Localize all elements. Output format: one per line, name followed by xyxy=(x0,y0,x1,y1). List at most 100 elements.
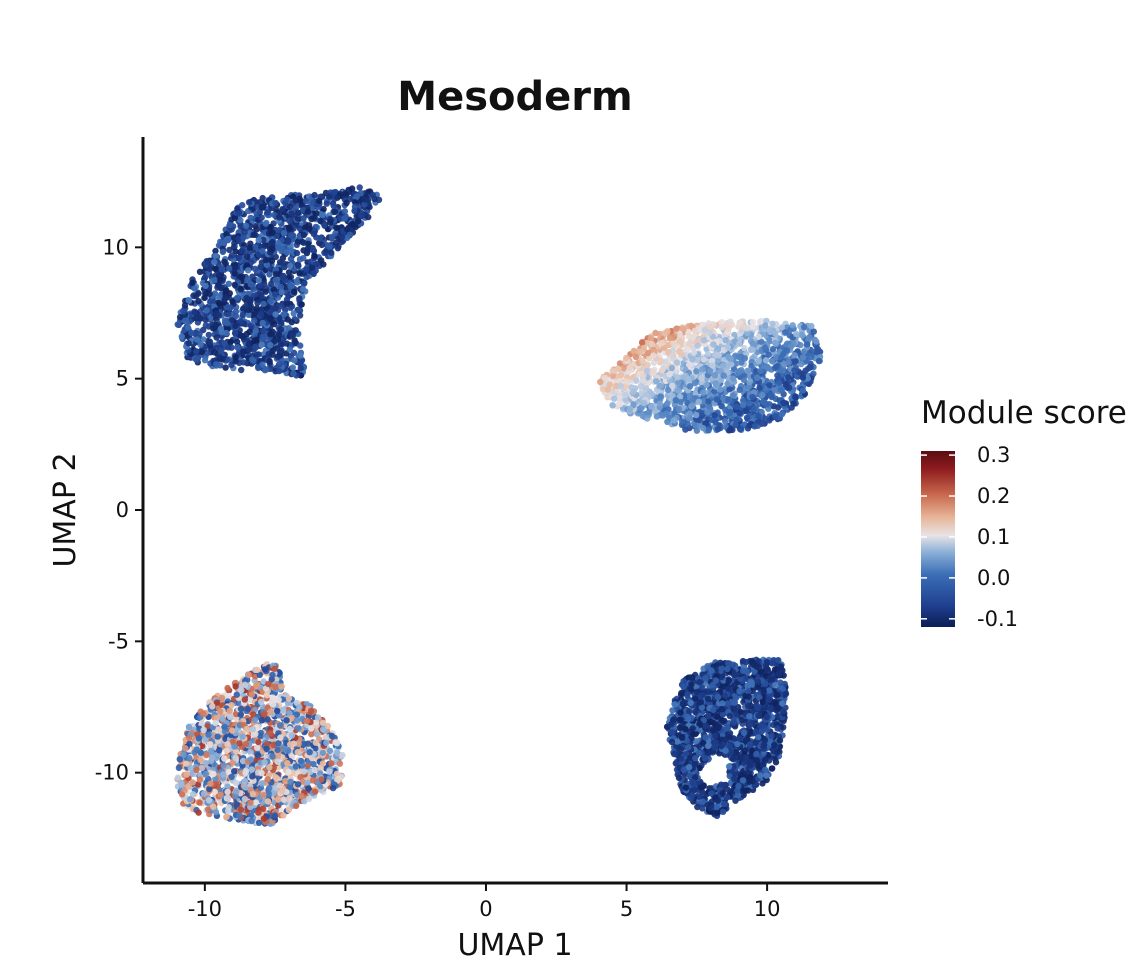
data-point xyxy=(210,803,217,810)
data-point xyxy=(251,317,258,324)
data-point xyxy=(330,189,337,197)
data-point xyxy=(232,265,239,272)
data-point xyxy=(300,231,308,239)
data-point xyxy=(202,316,209,323)
data-point xyxy=(285,768,292,776)
data-point xyxy=(278,683,285,690)
data-point xyxy=(262,256,269,264)
data-point xyxy=(693,411,700,419)
data-point xyxy=(255,738,262,746)
data-point xyxy=(735,353,743,361)
data-point xyxy=(297,197,305,204)
data-point xyxy=(259,248,266,255)
data-point xyxy=(657,393,664,400)
data-point xyxy=(224,741,231,748)
data-point xyxy=(318,776,325,783)
data-point xyxy=(704,350,712,358)
data-point xyxy=(329,784,337,792)
data-point xyxy=(772,412,779,420)
data-point xyxy=(285,238,292,246)
data-point xyxy=(691,380,699,387)
data-point xyxy=(174,774,182,781)
data-point xyxy=(234,294,241,301)
data-point xyxy=(237,705,245,713)
data-point xyxy=(341,215,348,222)
data-point xyxy=(235,235,242,242)
data-point xyxy=(295,262,302,270)
data-point xyxy=(782,329,789,336)
data-point xyxy=(645,409,652,416)
data-point xyxy=(249,273,256,280)
data-point xyxy=(207,298,214,305)
data-point xyxy=(271,338,278,345)
data-point xyxy=(244,253,251,260)
data-point xyxy=(259,780,266,787)
data-point xyxy=(768,358,776,365)
data-point xyxy=(791,352,798,359)
data-point xyxy=(251,265,259,272)
data-point xyxy=(720,372,727,379)
data-point xyxy=(300,239,307,246)
data-point xyxy=(617,400,624,408)
data-point xyxy=(276,214,283,221)
data-point xyxy=(258,717,266,724)
data-point xyxy=(648,403,655,410)
data-point xyxy=(180,308,187,315)
data-point xyxy=(626,364,633,371)
data-point xyxy=(296,225,304,232)
data-point xyxy=(196,330,203,338)
data-point xyxy=(298,301,305,308)
data-point xyxy=(264,209,271,216)
data-point xyxy=(308,731,315,738)
data-point xyxy=(699,366,706,373)
data-point xyxy=(709,362,716,369)
data-point xyxy=(306,225,313,232)
data-point xyxy=(287,741,294,748)
data-point xyxy=(250,231,257,238)
data-point xyxy=(328,732,336,740)
data-point xyxy=(288,232,295,239)
data-point xyxy=(690,349,697,356)
data-point xyxy=(725,396,732,404)
data-point xyxy=(285,292,292,300)
data-point xyxy=(232,322,239,329)
data-point xyxy=(799,354,807,361)
data-point xyxy=(205,731,212,738)
data-point xyxy=(653,378,660,385)
data-point xyxy=(311,252,318,259)
data-point xyxy=(304,740,312,747)
data-point xyxy=(650,352,657,359)
data-point xyxy=(311,214,318,222)
data-point xyxy=(284,316,291,323)
data-point xyxy=(714,425,722,433)
data-point xyxy=(209,703,216,710)
data-point xyxy=(328,233,336,241)
data-point xyxy=(231,214,239,221)
data-point xyxy=(326,243,333,250)
data-point xyxy=(275,367,283,375)
data-point xyxy=(344,226,351,233)
data-point xyxy=(307,707,315,715)
data-point xyxy=(266,309,274,316)
data-point xyxy=(272,266,279,273)
data-point xyxy=(291,357,298,364)
data-point xyxy=(369,191,376,199)
data-point xyxy=(703,381,710,389)
data-point xyxy=(175,764,183,772)
data-point xyxy=(243,725,250,733)
data-point xyxy=(328,249,335,256)
data-point xyxy=(675,405,682,412)
data-point xyxy=(653,413,660,420)
data-point xyxy=(202,282,209,289)
data-point xyxy=(748,346,755,353)
data-point xyxy=(674,374,681,381)
data-point xyxy=(256,282,263,289)
data-point xyxy=(783,347,791,354)
data-point xyxy=(251,716,259,724)
data-point xyxy=(261,666,269,673)
data-point xyxy=(248,817,255,825)
data-point xyxy=(234,344,241,351)
data-point xyxy=(257,263,264,271)
data-point xyxy=(762,322,769,329)
data-point xyxy=(769,320,776,327)
